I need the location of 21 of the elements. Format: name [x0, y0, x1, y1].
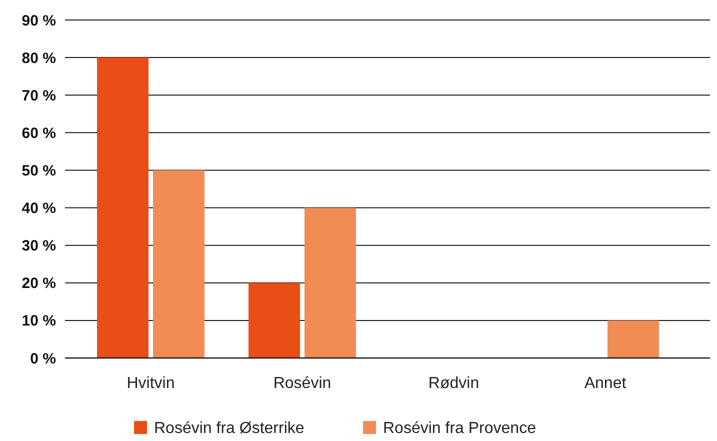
y-tick-label: 40 %: [22, 200, 56, 218]
bar: [607, 320, 659, 358]
y-tick-label: 10 %: [22, 312, 56, 330]
y-tick-label: 80 %: [22, 50, 56, 67]
legend-label: Rosévin fra Østerrike: [154, 420, 304, 437]
bar: [152, 170, 204, 358]
bar: [97, 58, 149, 358]
y-tick-label: 70 %: [22, 87, 56, 104]
x-tick-label: Hvitvin: [126, 375, 175, 392]
bar: [304, 208, 356, 358]
y-tick-label: 20 %: [22, 275, 56, 292]
bar: [248, 282, 300, 358]
x-tick-label: Annet: [584, 375, 627, 392]
y-tick-label: 30 %: [22, 238, 56, 255]
legend-label: Rosévin fra Provence: [383, 420, 536, 437]
y-tick-label: 0 %: [30, 350, 56, 368]
x-tick-label: Rosévin: [273, 375, 332, 392]
y-tick-label: 90 %: [22, 12, 56, 30]
y-tick-label: 60 %: [22, 124, 56, 142]
y-tick-label: 50 %: [22, 162, 56, 180]
x-tick-label: Rødvin: [428, 375, 480, 392]
